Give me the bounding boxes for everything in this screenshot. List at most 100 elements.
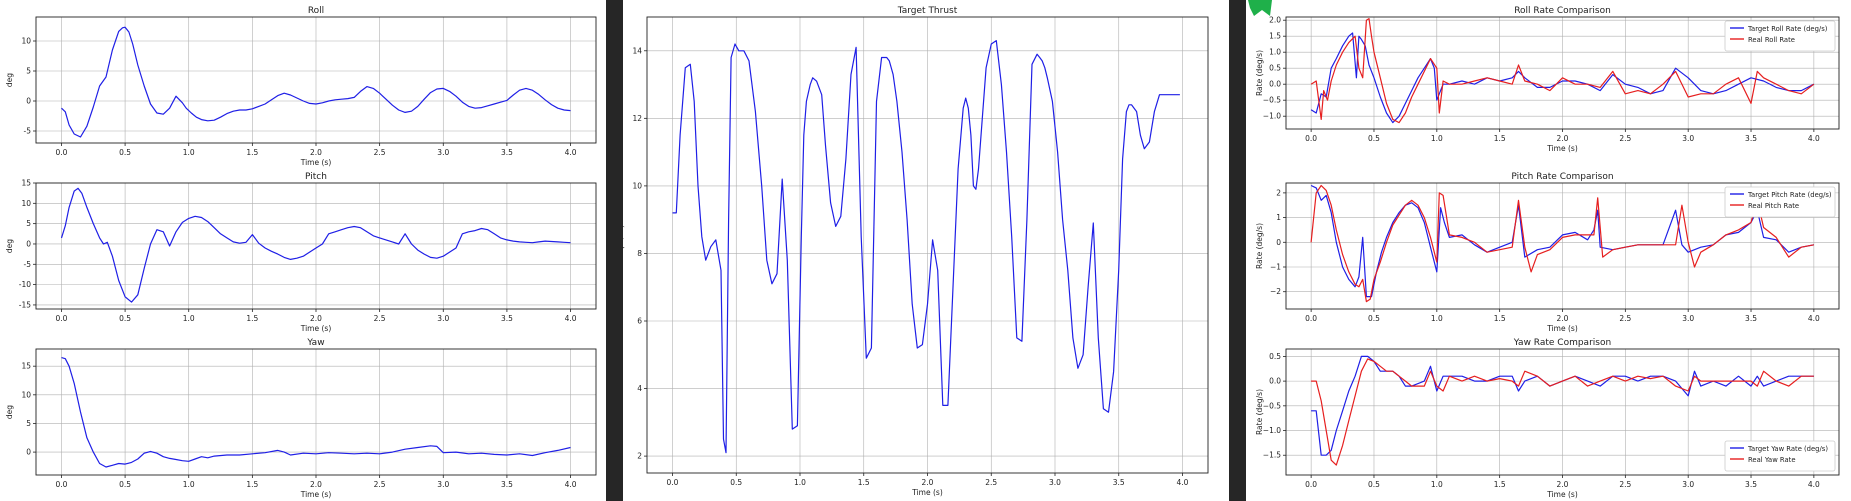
x-tick-label: 0.0 (1305, 480, 1317, 489)
x-tick-label: 1.5 (246, 480, 258, 489)
series-line-0 (61, 26, 571, 138)
x-tick-label: 4.0 (565, 480, 577, 489)
y-tick-label: 10 (21, 390, 31, 399)
x-tick-label: 3.5 (1745, 314, 1757, 323)
legend-box (1724, 186, 1836, 218)
legend-label: Target Roll Rate (deg/s) (1747, 25, 1828, 33)
y-tick-label: 2 (1276, 188, 1281, 197)
x-tick-label: 1.5 (858, 478, 870, 487)
x-tick-label: 1.5 (1494, 480, 1506, 489)
x-tick-label: 4.0 (1808, 480, 1820, 489)
y-tick-label: −0.5 (1263, 96, 1281, 105)
x-tick-label: 2.5 (374, 148, 386, 157)
chart-title: Pitch (305, 172, 327, 182)
chart-roll: 0.0 0.5 1.0 1.5 2.0 2.5 3.0 3.5 4.0 -5 0 5 10 Roll Tim… (5, 6, 597, 167)
left-panel: 0.0 0.5 1.0 1.5 2.0 2.5 3.0 3.5 4.0 -5 0 5 10 Roll Tim… (0, 0, 606, 501)
x-tick-label: 1.0 (794, 478, 806, 487)
y-axis-label: deg (5, 239, 14, 253)
y-tick-label: 12 (632, 114, 642, 123)
chart-thrust: 0.0 0.5 1.0 1.5 2.0 2.5 3.0 3.5 4.0 2 4 6 8 10 12 14 Tar… (623, 6, 1209, 497)
x-tick-label: 4.0 (1177, 478, 1189, 487)
y-tick-label: 0 (1276, 238, 1281, 247)
x-tick-label: 2.0 (310, 480, 322, 489)
chart-yaw: 0.0 0.5 1.0 1.5 2.0 2.5 3.0 3.5 4.0 0 5 10 15 Yaw Time… (5, 338, 597, 499)
x-tick-label: 2.5 (1619, 480, 1631, 489)
x-tick-label: 0.5 (1368, 314, 1380, 323)
chart-title: Roll (308, 6, 324, 16)
y-tick-label: 0.0 (1269, 80, 1281, 89)
legend-box (1724, 440, 1836, 472)
x-tick-label: 0.5 (730, 478, 742, 487)
corner-arrow-icon (1248, 0, 1272, 16)
legend-label: Target Yaw Rate (deg/s) (1747, 445, 1828, 453)
y-tick-label: 4 (637, 384, 642, 393)
x-tick-label: 2.5 (374, 314, 386, 323)
y-tick-label: 6 (637, 317, 642, 326)
x-tick-label: 1.0 (183, 314, 195, 323)
legend-label: Target Pitch Rate (deg/s) (1747, 191, 1832, 199)
y-tick-label: 1.0 (1269, 48, 1281, 57)
x-tick-label: 2.0 (310, 314, 322, 323)
y-tick-label: 5 (26, 219, 31, 228)
x-tick-label: 3.0 (437, 148, 449, 157)
x-tick-label: 1.0 (183, 148, 195, 157)
grid (1286, 183, 1839, 309)
x-tick-label: 1.5 (1494, 314, 1506, 323)
right-panel: 0.0 0.5 1.0 1.5 2.0 2.5 3.0 3.5 4.0 −1.0 −0.5 0.0 0.… (1246, 0, 1851, 501)
x-tick-label: 3.5 (1745, 134, 1757, 143)
y-tick-label: −2 (1270, 287, 1281, 296)
grid (36, 182, 596, 309)
x-tick-label: 0.0 (1305, 314, 1317, 323)
x-tick-label: 0.5 (1368, 134, 1380, 143)
y-tick-label: 15 (21, 179, 31, 188)
x-tick-label: 2.0 (1557, 134, 1569, 143)
x-tick-label: 1.0 (183, 480, 195, 489)
legend: Target Pitch Rate (deg/s) Real Pitch Rate (1724, 186, 1836, 218)
chart-roll-rate: 0.0 0.5 1.0 1.5 2.0 2.5 3.0 3.5 4.0 −1.0 −0.5 0.0 0.… (1255, 6, 1840, 153)
series-line-0 (1310, 184, 1815, 298)
y-tick-label: −0.5 (1263, 401, 1281, 410)
y-axis-label: deg (5, 405, 14, 419)
x-tick-label: 3.0 (1049, 478, 1061, 487)
x-tick-label: 2.0 (922, 478, 934, 487)
series-line-0 (672, 39, 1180, 454)
grid (36, 17, 596, 143)
x-tick-label: 1.5 (246, 148, 258, 157)
y-axis-label: Rate (deg/s) (1255, 223, 1264, 269)
y-axis-label: Rate (deg/s) (1255, 50, 1264, 96)
x-tick-label: 2.5 (1619, 134, 1631, 143)
x-tick-label: 3.0 (437, 314, 449, 323)
y-tick-label: −1 (1270, 263, 1281, 272)
series-line-1 (1310, 18, 1815, 124)
x-tick-label: 0.0 (55, 314, 67, 323)
x-tick-label: 2.5 (1619, 314, 1631, 323)
x-tick-label: 2.5 (374, 480, 386, 489)
y-tick-label: -5 (24, 260, 32, 269)
y-tick-label: 0.5 (1269, 64, 1281, 73)
chart-title: Pitch Rate Comparison (1511, 172, 1613, 182)
x-tick-label: 0.0 (55, 148, 67, 157)
y-tick-label: 0 (26, 448, 31, 457)
y-tick-label: 5 (26, 67, 31, 76)
y-axis-label: Rate (deg/s) (1255, 389, 1264, 435)
chart-title: Yaw (306, 338, 324, 348)
x-tick-label: 3.5 (501, 480, 513, 489)
x-tick-label: 1.5 (246, 314, 258, 323)
x-tick-label: 3.0 (1682, 134, 1694, 143)
x-tick-label: 0.0 (1305, 134, 1317, 143)
x-tick-label: 0.5 (119, 480, 131, 489)
x-tick-label: 1.0 (1431, 314, 1443, 323)
y-tick-label: 0 (26, 239, 31, 248)
x-tick-label: 1.5 (1494, 134, 1506, 143)
x-tick-label: 2.0 (310, 148, 322, 157)
y-axis-label: deg (5, 73, 14, 87)
chart-title: Target Thrust (897, 6, 958, 16)
x-tick-label: 2.0 (1557, 480, 1569, 489)
x-axis-label: Time (s) (1546, 324, 1578, 333)
y-tick-label: 10 (632, 181, 642, 190)
x-tick-label: 4.0 (565, 148, 577, 157)
series-line-0 (60, 187, 571, 303)
x-tick-label: 4.0 (1808, 134, 1820, 143)
chart-pitch: 0.0 0.5 1.0 1.5 2.0 2.5 3.0 3.5 4.0 -15 -10 -5 0 5 10 1… (5, 172, 597, 333)
x-tick-label: 3.5 (1745, 480, 1757, 489)
